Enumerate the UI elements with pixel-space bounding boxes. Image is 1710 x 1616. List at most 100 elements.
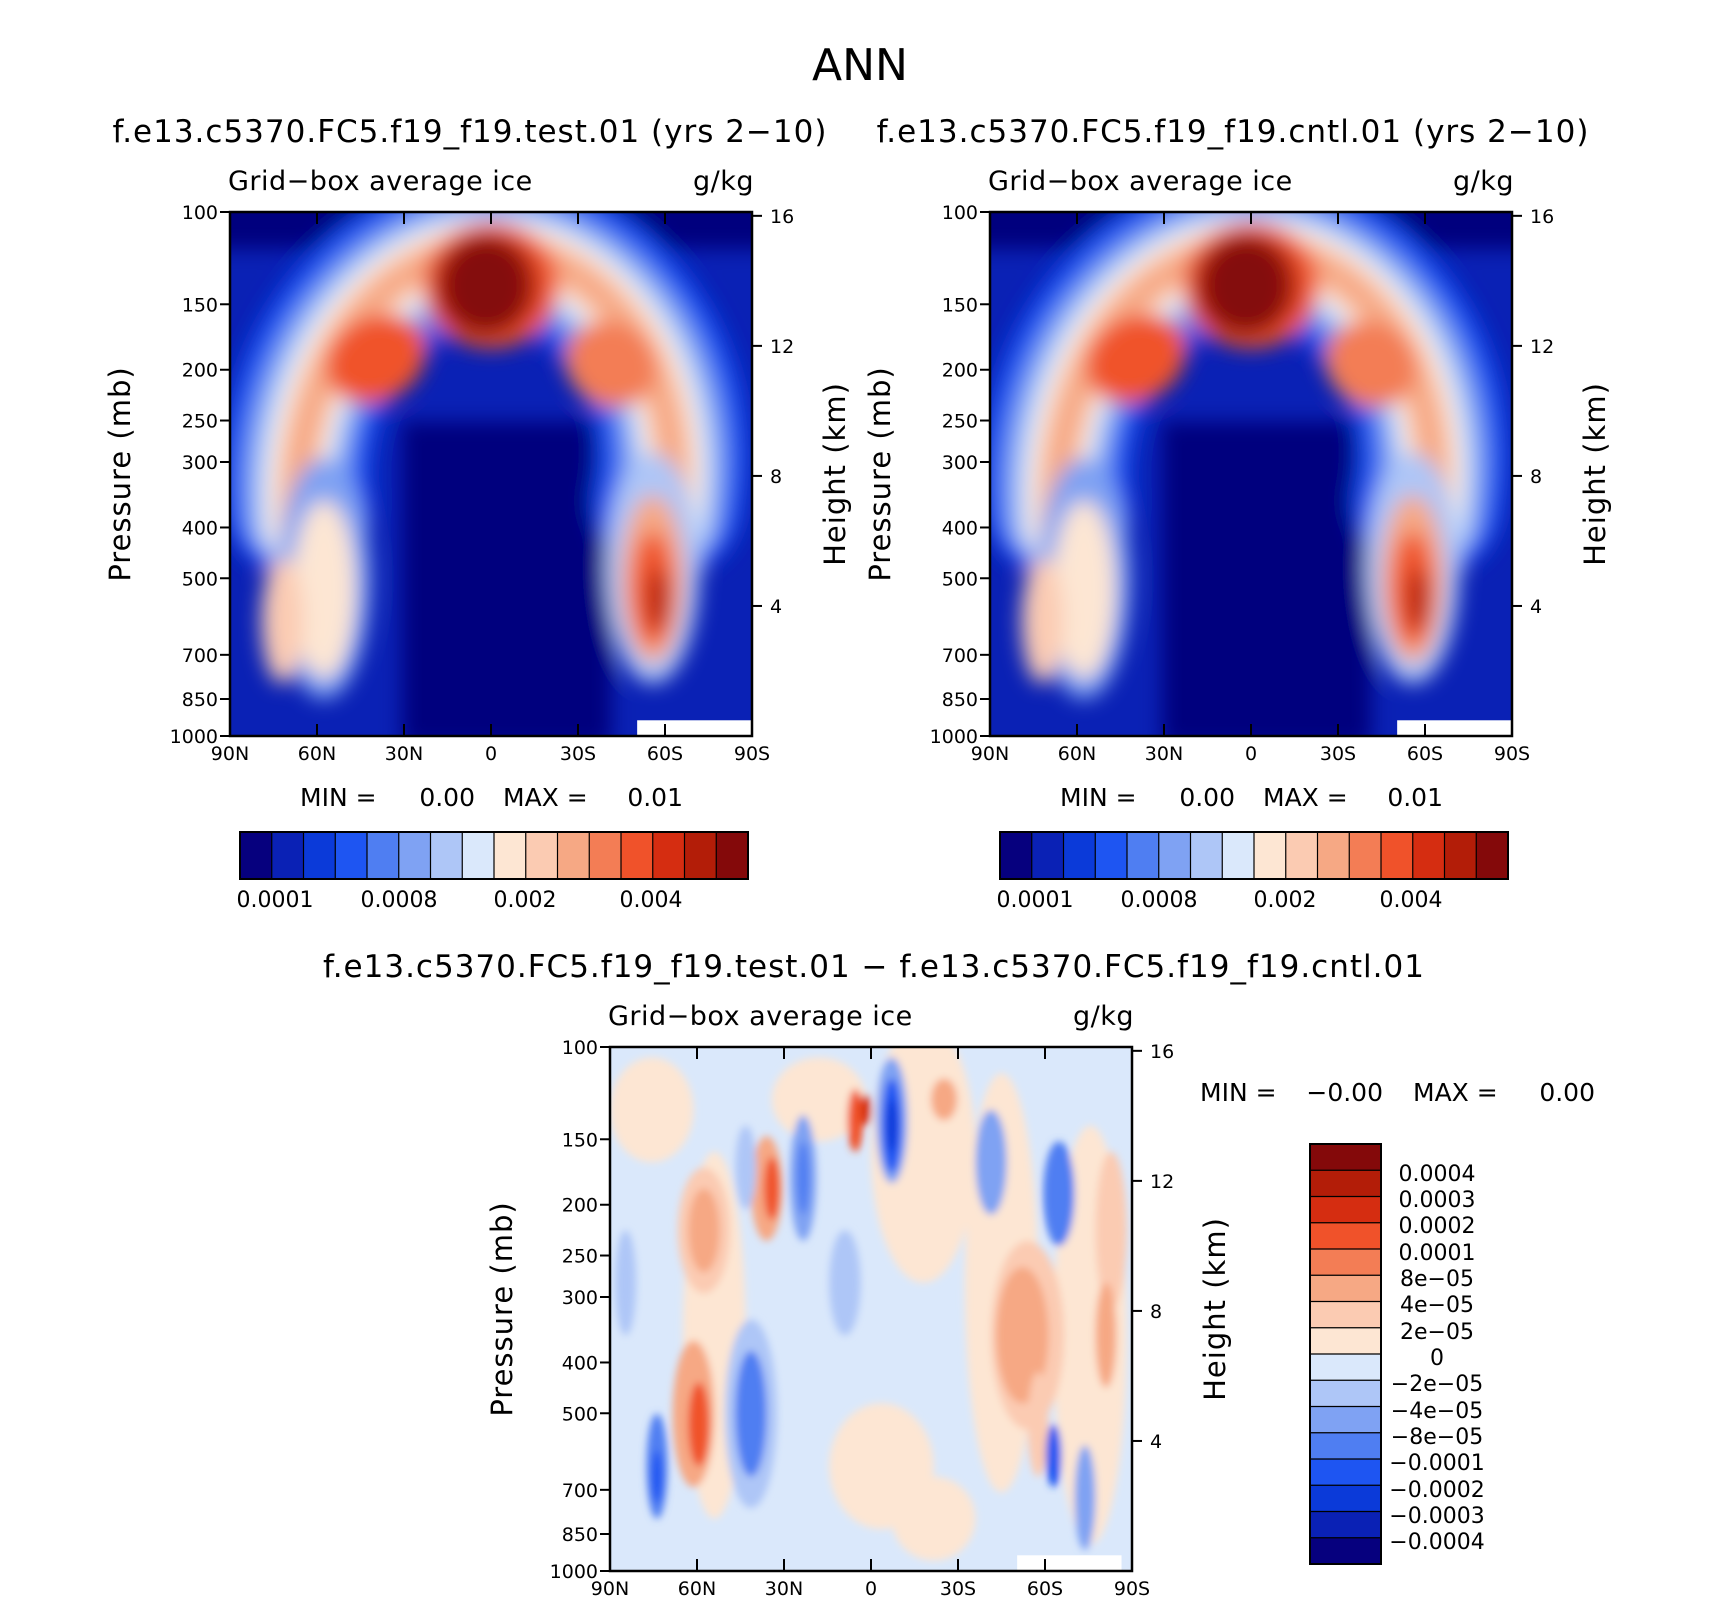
colorbar-swatch	[1310, 1222, 1381, 1250]
x-tick-label: 90N	[971, 743, 1009, 765]
colorbar-swatch	[1095, 832, 1128, 879]
colorbar-swatch	[1254, 832, 1287, 879]
colorbar-label: 0.0008	[361, 888, 438, 913]
y-tick-label: 200	[182, 360, 218, 382]
contour-level	[931, 1078, 958, 1121]
y-axis-label: Pressure (mb)	[103, 366, 137, 581]
panel-title: f.e13.c5370.FC5.f19_f19.cntl.01 (yrs 2−1…	[877, 114, 1590, 150]
contour-level	[402, 421, 612, 736]
contour-level	[975, 1109, 1007, 1215]
y-axis-label: Pressure (mb)	[485, 1201, 519, 1416]
colorbar-label: −0.0001	[1389, 1451, 1484, 1476]
contour-level	[610, 1057, 694, 1163]
contour-field	[990, 212, 1512, 736]
contour-level	[860, 1094, 871, 1126]
y-tick-label: 300	[562, 1287, 598, 1309]
x-tick-label: 30S	[1320, 743, 1356, 765]
colorbar-labels: 0.0001 0.0008 0.002 0.004	[237, 888, 683, 913]
contour-level	[771, 1057, 866, 1142]
contour-level	[326, 314, 426, 404]
figure-title: ANN	[812, 40, 908, 91]
colorbar-swatch	[1476, 832, 1509, 879]
colorbar-swatch	[1310, 1537, 1381, 1565]
colorbar-swatch	[1444, 832, 1477, 879]
x-tick-label: 30N	[765, 1578, 803, 1600]
y-tick-label: 100	[942, 202, 978, 224]
colorbar-swatch	[1381, 832, 1414, 879]
contour-level	[763, 1157, 780, 1220]
contour-level	[1045, 1424, 1062, 1488]
colorbar-label: 0.0003	[1399, 1188, 1476, 1213]
y-tick-label: 850	[562, 1524, 598, 1546]
colorbar-swatch	[1310, 1511, 1381, 1539]
y2-tick-label: 4	[1530, 596, 1542, 618]
contour-level	[1162, 421, 1372, 736]
x-tick-label: 90S	[1114, 1578, 1150, 1600]
y-tick-label: 1000	[550, 1561, 598, 1583]
colorbar-frame	[1309, 1143, 1382, 1565]
max-value: 0.01	[1387, 783, 1443, 812]
contour-level	[1325, 320, 1417, 408]
x-tick-label: 0	[485, 743, 497, 765]
y2-tick-label: 16	[770, 206, 794, 228]
colorbar-label: 0.0004	[1399, 1162, 1476, 1187]
colorbar-swatch	[1310, 1406, 1381, 1434]
colorbar-label: 8e−05	[1400, 1267, 1474, 1292]
x-tick-label: 90N	[211, 743, 249, 765]
panel-control: f.e13.c5370.FC5.f19_f19.cntl.01 (yrs 2−1…	[863, 114, 1612, 913]
colorbar-label: 4e−05	[1400, 1293, 1474, 1318]
colorbar-swatch	[1310, 1196, 1381, 1224]
y-tick-label: 1000	[930, 726, 978, 748]
contour-layers	[990, 212, 1512, 736]
y-tick-label: 700	[182, 645, 218, 667]
colorbar-swatch	[525, 832, 558, 879]
missing-data	[1017, 1555, 1122, 1571]
contour-field	[230, 212, 752, 736]
max-value: 0.00	[1539, 1078, 1595, 1107]
colorbar-swatch	[1310, 1459, 1381, 1486]
contour-field	[610, 1047, 1132, 1571]
y-axis-label: Pressure (mb)	[863, 366, 897, 581]
y-tick-label: 1000	[170, 726, 218, 748]
panel-difference: f.e13.c5370.FC5.f19_f19.test.01 − f.e13.…	[323, 949, 1595, 1600]
colorbar-label: −8e−05	[1391, 1425, 1483, 1450]
y-tick-label: 300	[182, 452, 218, 474]
y2-tick-label: 8	[1150, 1301, 1162, 1323]
y-axis: 100 150 200 250 300 400 500 700 850 1000	[930, 202, 990, 748]
colorbar-labels: 0.0004 0.0003 0.0002 0.0001 8e−05 4e−05 …	[1389, 1162, 1484, 1555]
contour-level	[847, 1088, 864, 1152]
colorbar-swatch	[1317, 832, 1350, 879]
contour-level	[261, 557, 304, 684]
units-label: g/kg	[693, 166, 754, 197]
colorbar-swatch	[1310, 1301, 1381, 1329]
y-tick-label: 500	[562, 1403, 598, 1425]
contour-level	[735, 1125, 757, 1210]
colorbar-label: 2e−05	[1400, 1320, 1474, 1345]
left-string: Grid−box average ice	[988, 166, 1293, 197]
y-tick-label: 700	[562, 1480, 598, 1502]
left-string: Grid−box average ice	[608, 1001, 913, 1032]
colorbar-swatch	[1310, 1380, 1381, 1407]
colorbar-swatch	[1063, 832, 1096, 879]
colorbar-swatch	[430, 832, 463, 879]
contour-level	[647, 568, 669, 632]
colorbar-swatch	[1285, 832, 1318, 879]
x-tick-label: 90S	[1494, 743, 1530, 765]
contour-level	[1407, 568, 1429, 632]
contour-level	[829, 1230, 861, 1336]
colorbar-swatch	[557, 832, 590, 879]
y2-axis-label: Height (km)	[1578, 382, 1612, 566]
colorbar-label: 0.002	[494, 888, 557, 913]
contour-level	[444, 238, 528, 333]
colorbar-label: −0.0004	[1389, 1530, 1484, 1555]
x-tick-label: 90S	[734, 743, 770, 765]
colorbar-swatch	[462, 832, 495, 879]
contour-layers	[610, 1047, 1127, 1561]
contour-level	[688, 1188, 720, 1273]
contour-level	[292, 500, 356, 679]
missing-data	[1397, 720, 1512, 736]
colorbar-swatch	[1222, 832, 1255, 879]
x-tick-label: 0	[865, 1578, 877, 1600]
